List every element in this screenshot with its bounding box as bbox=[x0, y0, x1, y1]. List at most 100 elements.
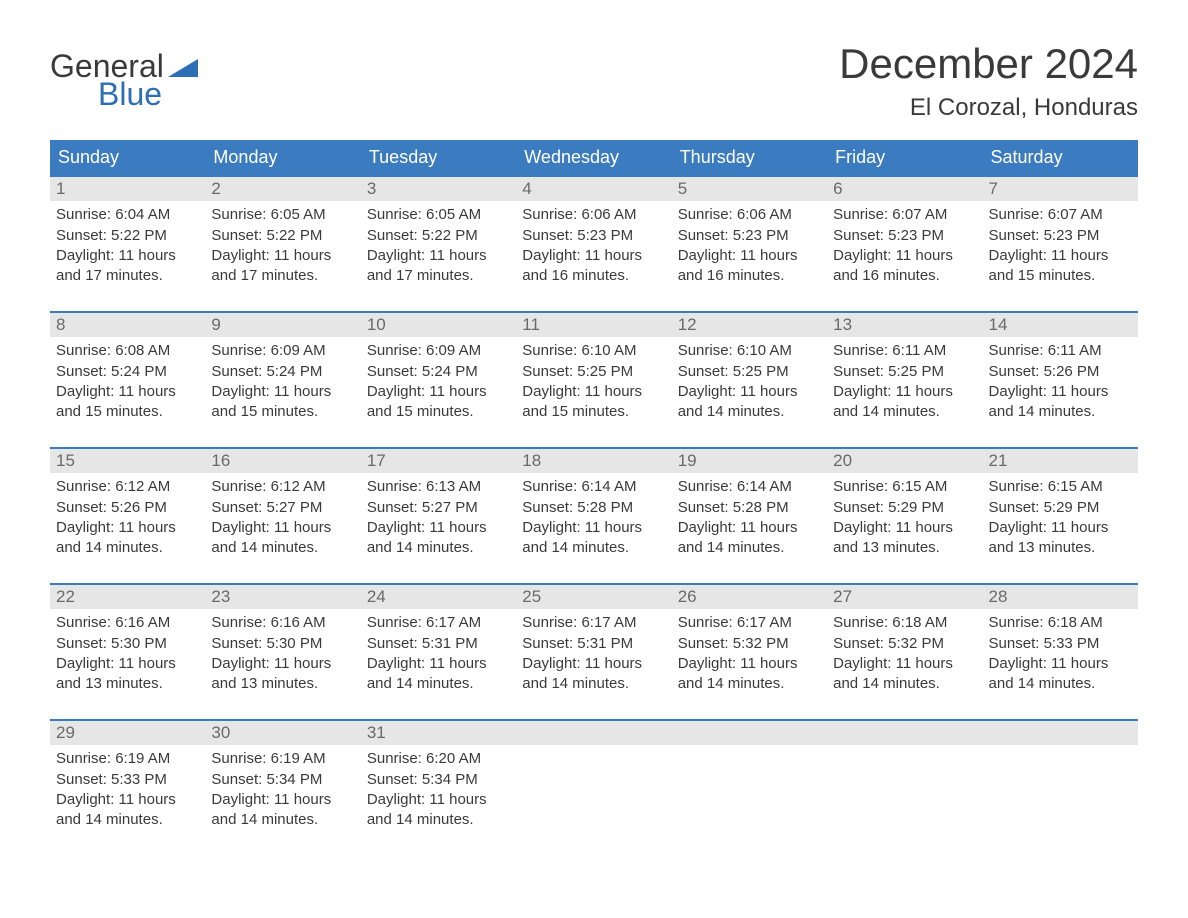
day-details: Sunrise: 6:15 AMSunset: 5:29 PMDaylight:… bbox=[983, 473, 1138, 558]
day-dl2: and 17 minutes. bbox=[367, 266, 510, 286]
calendar-day: 4Sunrise: 6:06 AMSunset: 5:23 PMDaylight… bbox=[516, 177, 671, 295]
calendar-day: 28Sunrise: 6:18 AMSunset: 5:33 PMDayligh… bbox=[983, 585, 1138, 703]
day-sunset: Sunset: 5:26 PM bbox=[56, 498, 199, 518]
day-sunset: Sunset: 5:30 PM bbox=[211, 634, 354, 654]
day-number: 25 bbox=[516, 585, 671, 609]
day-details: Sunrise: 6:05 AMSunset: 5:22 PMDaylight:… bbox=[361, 201, 516, 286]
day-details: Sunrise: 6:16 AMSunset: 5:30 PMDaylight:… bbox=[205, 609, 360, 694]
day-sunrise: Sunrise: 6:13 AM bbox=[367, 477, 510, 497]
day-sunset: Sunset: 5:28 PM bbox=[678, 498, 821, 518]
day-dl2: and 15 minutes. bbox=[367, 402, 510, 422]
day-dl1: Daylight: 11 hours bbox=[833, 246, 976, 266]
dow-sunday: Sunday bbox=[50, 140, 205, 175]
calendar-week: 29Sunrise: 6:19 AMSunset: 5:33 PMDayligh… bbox=[50, 719, 1138, 839]
day-sunset: Sunset: 5:33 PM bbox=[56, 770, 199, 790]
calendar-week: 8Sunrise: 6:08 AMSunset: 5:24 PMDaylight… bbox=[50, 311, 1138, 431]
day-number: 6 bbox=[827, 177, 982, 201]
day-details: Sunrise: 6:15 AMSunset: 5:29 PMDaylight:… bbox=[827, 473, 982, 558]
day-dl1: Daylight: 11 hours bbox=[367, 790, 510, 810]
header: General Blue December 2024 El Corozal, H… bbox=[50, 40, 1138, 122]
day-dl1: Daylight: 11 hours bbox=[522, 654, 665, 674]
logo-word2: Blue bbox=[50, 78, 198, 110]
day-sunrise: Sunrise: 6:05 AM bbox=[211, 205, 354, 225]
day-dl2: and 13 minutes. bbox=[989, 538, 1132, 558]
day-details: Sunrise: 6:12 AMSunset: 5:26 PMDaylight:… bbox=[50, 473, 205, 558]
day-dl1: Daylight: 11 hours bbox=[56, 246, 199, 266]
day-number bbox=[516, 721, 671, 745]
day-sunset: Sunset: 5:30 PM bbox=[56, 634, 199, 654]
day-dl2: and 14 minutes. bbox=[989, 402, 1132, 422]
day-details: Sunrise: 6:14 AMSunset: 5:28 PMDaylight:… bbox=[516, 473, 671, 558]
calendar-day: 12Sunrise: 6:10 AMSunset: 5:25 PMDayligh… bbox=[672, 313, 827, 431]
calendar-day: 6Sunrise: 6:07 AMSunset: 5:23 PMDaylight… bbox=[827, 177, 982, 295]
day-sunrise: Sunrise: 6:16 AM bbox=[211, 613, 354, 633]
day-details: Sunrise: 6:08 AMSunset: 5:24 PMDaylight:… bbox=[50, 337, 205, 422]
calendar-day: 8Sunrise: 6:08 AMSunset: 5:24 PMDaylight… bbox=[50, 313, 205, 431]
day-details: Sunrise: 6:17 AMSunset: 5:32 PMDaylight:… bbox=[672, 609, 827, 694]
day-sunrise: Sunrise: 6:12 AM bbox=[211, 477, 354, 497]
day-sunrise: Sunrise: 6:15 AM bbox=[989, 477, 1132, 497]
day-sunset: Sunset: 5:25 PM bbox=[833, 362, 976, 382]
day-number: 14 bbox=[983, 313, 1138, 337]
day-number: 24 bbox=[361, 585, 516, 609]
day-dl2: and 14 minutes. bbox=[522, 538, 665, 558]
day-number: 9 bbox=[205, 313, 360, 337]
day-dl2: and 16 minutes. bbox=[522, 266, 665, 286]
day-sunset: Sunset: 5:22 PM bbox=[56, 226, 199, 246]
calendar-day: 31Sunrise: 6:20 AMSunset: 5:34 PMDayligh… bbox=[361, 721, 516, 839]
calendar-day: 26Sunrise: 6:17 AMSunset: 5:32 PMDayligh… bbox=[672, 585, 827, 703]
calendar-day: 22Sunrise: 6:16 AMSunset: 5:30 PMDayligh… bbox=[50, 585, 205, 703]
day-sunrise: Sunrise: 6:06 AM bbox=[678, 205, 821, 225]
month-title: December 2024 bbox=[839, 40, 1138, 88]
day-sunrise: Sunrise: 6:19 AM bbox=[211, 749, 354, 769]
day-dl2: and 14 minutes. bbox=[367, 538, 510, 558]
day-sunset: Sunset: 5:23 PM bbox=[833, 226, 976, 246]
calendar-day: 11Sunrise: 6:10 AMSunset: 5:25 PMDayligh… bbox=[516, 313, 671, 431]
day-dl2: and 14 minutes. bbox=[56, 810, 199, 830]
calendar-day: 17Sunrise: 6:13 AMSunset: 5:27 PMDayligh… bbox=[361, 449, 516, 567]
day-sunset: Sunset: 5:25 PM bbox=[678, 362, 821, 382]
day-number: 17 bbox=[361, 449, 516, 473]
day-dl2: and 14 minutes. bbox=[367, 674, 510, 694]
day-dl2: and 15 minutes. bbox=[989, 266, 1132, 286]
calendar-day: 23Sunrise: 6:16 AMSunset: 5:30 PMDayligh… bbox=[205, 585, 360, 703]
day-dl2: and 14 minutes. bbox=[211, 810, 354, 830]
day-details: Sunrise: 6:17 AMSunset: 5:31 PMDaylight:… bbox=[361, 609, 516, 694]
calendar-day: 5Sunrise: 6:06 AMSunset: 5:23 PMDaylight… bbox=[672, 177, 827, 295]
day-dl2: and 16 minutes. bbox=[678, 266, 821, 286]
day-sunset: Sunset: 5:22 PM bbox=[367, 226, 510, 246]
day-sunset: Sunset: 5:27 PM bbox=[367, 498, 510, 518]
day-sunset: Sunset: 5:33 PM bbox=[989, 634, 1132, 654]
day-dl1: Daylight: 11 hours bbox=[522, 382, 665, 402]
day-dl1: Daylight: 11 hours bbox=[367, 246, 510, 266]
calendar-day: 19Sunrise: 6:14 AMSunset: 5:28 PMDayligh… bbox=[672, 449, 827, 567]
day-sunset: Sunset: 5:23 PM bbox=[522, 226, 665, 246]
calendar-day: 15Sunrise: 6:12 AMSunset: 5:26 PMDayligh… bbox=[50, 449, 205, 567]
day-details: Sunrise: 6:09 AMSunset: 5:24 PMDaylight:… bbox=[361, 337, 516, 422]
day-sunrise: Sunrise: 6:20 AM bbox=[367, 749, 510, 769]
day-details: Sunrise: 6:06 AMSunset: 5:23 PMDaylight:… bbox=[516, 201, 671, 286]
day-number: 7 bbox=[983, 177, 1138, 201]
day-number: 12 bbox=[672, 313, 827, 337]
day-dl1: Daylight: 11 hours bbox=[678, 382, 821, 402]
day-number bbox=[827, 721, 982, 745]
day-sunset: Sunset: 5:25 PM bbox=[522, 362, 665, 382]
day-sunset: Sunset: 5:32 PM bbox=[833, 634, 976, 654]
calendar-day: 2Sunrise: 6:05 AMSunset: 5:22 PMDaylight… bbox=[205, 177, 360, 295]
day-dl1: Daylight: 11 hours bbox=[989, 382, 1132, 402]
dow-thursday: Thursday bbox=[672, 140, 827, 175]
day-sunrise: Sunrise: 6:15 AM bbox=[833, 477, 976, 497]
day-sunset: Sunset: 5:28 PM bbox=[522, 498, 665, 518]
day-sunrise: Sunrise: 6:18 AM bbox=[833, 613, 976, 633]
calendar-day: 3Sunrise: 6:05 AMSunset: 5:22 PMDaylight… bbox=[361, 177, 516, 295]
day-sunrise: Sunrise: 6:08 AM bbox=[56, 341, 199, 361]
day-number: 2 bbox=[205, 177, 360, 201]
calendar-day bbox=[983, 721, 1138, 839]
day-sunrise: Sunrise: 6:14 AM bbox=[522, 477, 665, 497]
day-sunset: Sunset: 5:26 PM bbox=[989, 362, 1132, 382]
calendar-day bbox=[672, 721, 827, 839]
day-dl1: Daylight: 11 hours bbox=[56, 382, 199, 402]
day-sunrise: Sunrise: 6:11 AM bbox=[989, 341, 1132, 361]
day-details: Sunrise: 6:06 AMSunset: 5:23 PMDaylight:… bbox=[672, 201, 827, 286]
day-sunrise: Sunrise: 6:06 AM bbox=[522, 205, 665, 225]
